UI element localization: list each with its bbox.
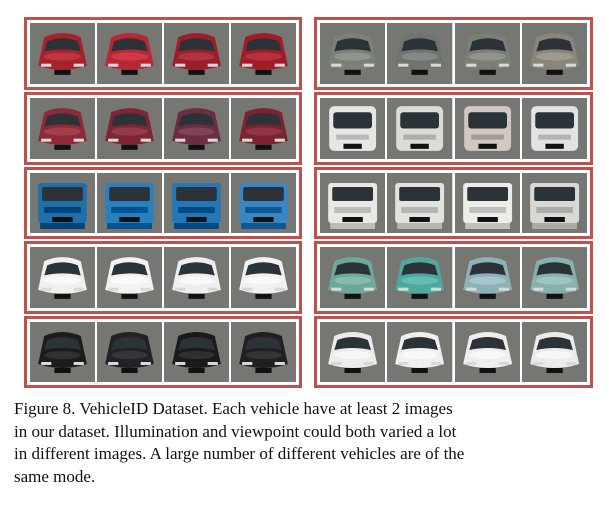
vehicle-image	[454, 322, 520, 382]
vehicle-group-panel	[24, 316, 302, 388]
vehicle-group-panel	[314, 241, 593, 314]
vehicle-image	[387, 247, 453, 308]
vehicle-image	[164, 23, 229, 84]
vehicle-image	[521, 98, 587, 159]
vehicle-image	[164, 247, 229, 308]
caption-line: Figure 8. VehicleID Dataset. Each vehicl…	[14, 399, 453, 418]
vehicle-image	[320, 247, 386, 308]
vehicle-image	[387, 322, 453, 382]
vehicle-image	[454, 247, 520, 308]
vehicle-image	[521, 23, 587, 84]
vehicle-image	[30, 98, 95, 159]
vehicle-group-panel	[24, 17, 302, 90]
vehicle-image	[164, 98, 229, 159]
vehicle-image	[97, 247, 162, 308]
vehicle-image	[320, 322, 386, 382]
vehicle-image	[387, 173, 453, 233]
vehicle-image	[454, 98, 520, 159]
vehicle-image	[30, 173, 95, 233]
vehicle-image	[521, 247, 587, 308]
vehicle-image	[521, 173, 587, 233]
vehicle-group-panel	[24, 92, 302, 165]
vehicle-image	[454, 23, 520, 84]
vehicle-image	[97, 322, 162, 382]
vehicle-group-panel	[24, 167, 302, 239]
vehicle-group-panel	[314, 316, 593, 388]
vehicle-image	[30, 322, 95, 382]
vehicle-group-panel	[314, 17, 593, 90]
vehicle-image	[164, 322, 229, 382]
vehicle-image	[231, 98, 296, 159]
vehicle-image	[521, 322, 587, 382]
caption-line: in our dataset. Illumination and viewpoi…	[14, 421, 457, 441]
vehicle-image	[30, 247, 95, 308]
caption-line: same mode.	[14, 466, 96, 486]
vehicle-image	[231, 247, 296, 308]
vehicle-image	[231, 173, 296, 233]
caption-line: in different images. A large number of d…	[14, 444, 465, 463]
vehicle-image	[97, 23, 162, 84]
vehicle-image	[231, 23, 296, 84]
vehicle-image	[387, 23, 453, 84]
vehicle-image	[97, 173, 162, 233]
vehicle-image	[454, 173, 520, 233]
vehicle-image	[30, 23, 95, 84]
vehicle-image	[97, 98, 162, 159]
vehicle-image	[320, 98, 386, 159]
vehicle-group-panel	[314, 92, 593, 165]
vehicle-group-panel	[24, 241, 302, 314]
vehicle-image	[320, 23, 386, 84]
figure-caption: Figure 8. VehicleID Dataset. Each vehicl…	[14, 398, 600, 488]
vehicle-image	[320, 173, 386, 233]
vehicle-image	[231, 322, 296, 382]
vehicle-image	[387, 98, 453, 159]
vehicle-group-panel	[314, 167, 593, 239]
vehicle-image	[164, 173, 229, 233]
